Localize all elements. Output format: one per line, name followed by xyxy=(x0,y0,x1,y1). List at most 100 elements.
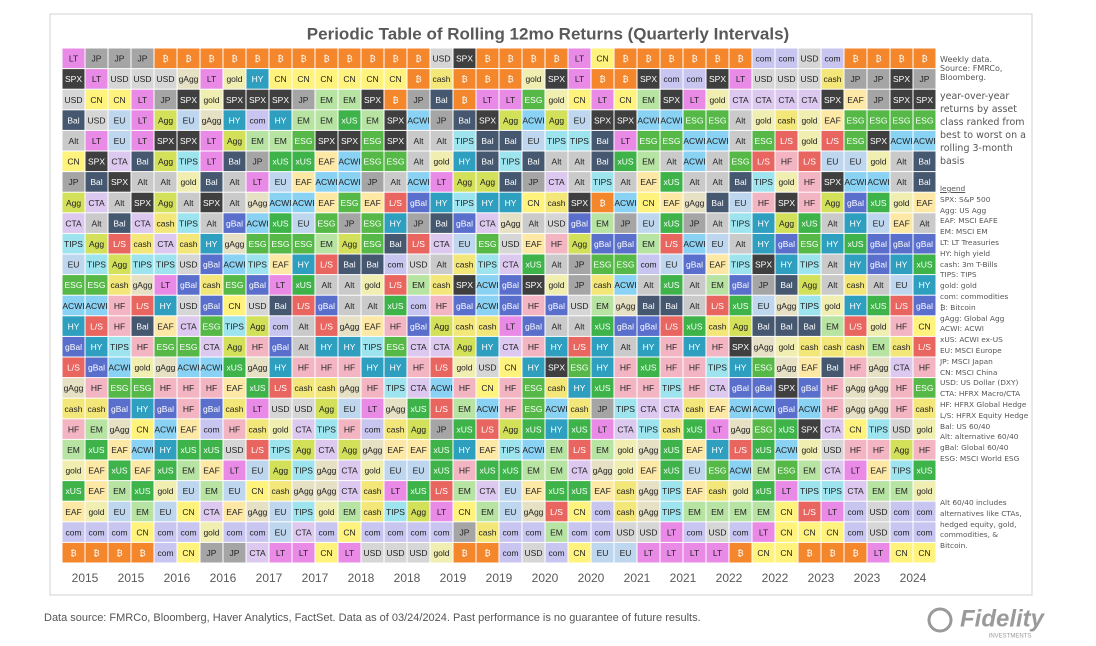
cell xyxy=(200,439,223,460)
cell-label: CN xyxy=(343,74,355,84)
cell-label: TIPS xyxy=(455,136,474,146)
cell-label: ESG xyxy=(318,218,336,228)
cell xyxy=(223,481,246,501)
cell-label: gAgg xyxy=(363,445,383,455)
cell-label: HY xyxy=(252,74,264,84)
cell xyxy=(522,419,545,439)
cell-label: EU xyxy=(298,218,310,228)
cell-label: ₿ xyxy=(231,54,237,64)
cell xyxy=(545,275,568,295)
cell-label: gAgg xyxy=(317,486,337,496)
cell-label: gAgg xyxy=(685,198,705,208)
cell xyxy=(499,172,522,192)
cell xyxy=(154,460,177,481)
cell xyxy=(844,275,867,295)
cell-label: Alt xyxy=(690,177,701,187)
cell xyxy=(338,192,361,213)
cell xyxy=(591,69,614,89)
cell xyxy=(223,172,246,192)
cell xyxy=(637,316,660,336)
cell xyxy=(62,481,85,501)
cell xyxy=(568,460,591,481)
cell-label: USD xyxy=(111,74,129,84)
cell-label: EU xyxy=(896,280,908,290)
cell xyxy=(407,192,430,213)
cell-label: Agg xyxy=(227,342,242,352)
cell-label: ACWI xyxy=(430,383,452,393)
cell-label: gBal xyxy=(801,383,818,393)
cell xyxy=(407,172,430,192)
cell xyxy=(913,213,936,233)
cell-label: gBal xyxy=(617,239,634,249)
cell xyxy=(913,439,936,460)
cell-label: Alt xyxy=(69,136,80,146)
cell xyxy=(752,357,775,378)
cell-label: EU xyxy=(574,115,586,125)
cell xyxy=(62,151,85,172)
cell-label: com xyxy=(318,527,334,537)
cell xyxy=(545,110,568,130)
cell xyxy=(637,439,660,460)
cell xyxy=(844,213,867,233)
cell-label: ₿ xyxy=(829,548,835,558)
cell xyxy=(269,110,292,130)
cell-label: xUS xyxy=(341,115,357,125)
cell xyxy=(729,316,752,336)
cell-label: HF xyxy=(413,363,424,373)
cell xyxy=(821,254,844,275)
cell xyxy=(430,419,453,439)
cell xyxy=(890,522,913,542)
cell-label: gBal xyxy=(594,239,611,249)
cell-label: TIPS xyxy=(823,486,842,496)
cell-label: L/S xyxy=(918,342,931,352)
cell-label: gold xyxy=(88,507,104,517)
cell xyxy=(338,172,361,192)
cell-label: L/S xyxy=(251,445,264,455)
cell-label: EAF xyxy=(686,445,703,455)
cell xyxy=(246,254,269,275)
cell-label: HY xyxy=(597,363,609,373)
cell xyxy=(499,130,522,151)
cell-label: gAgg xyxy=(294,486,314,496)
cell-label: ESG xyxy=(617,260,635,270)
cell-label: EAF xyxy=(709,260,726,270)
cell-label: ESG xyxy=(226,280,244,290)
cell-label: ₿ xyxy=(323,54,329,64)
cell-label: HF xyxy=(183,404,194,414)
cell-label: TIPS xyxy=(133,260,152,270)
cell xyxy=(706,522,729,542)
cell xyxy=(476,233,499,254)
cell-label: CN xyxy=(113,95,125,105)
cell xyxy=(269,89,292,110)
cell xyxy=(430,213,453,233)
x-tick-label: 2015 xyxy=(118,571,145,585)
cell-label: USD xyxy=(801,54,819,64)
cell-label: LT xyxy=(253,177,262,187)
cell-label: L/S xyxy=(389,198,402,208)
cell xyxy=(338,69,361,89)
cell-label: EU xyxy=(827,157,839,167)
cell xyxy=(637,130,660,151)
cell-label: HF xyxy=(436,301,447,311)
cell-label: ₿ xyxy=(392,95,398,105)
cell-label: cash xyxy=(456,321,474,331)
cell-label: CN xyxy=(527,198,539,208)
cell-label: Alt xyxy=(345,280,356,290)
cell-label: ACWI xyxy=(85,301,107,311)
cell xyxy=(315,48,338,69)
cell xyxy=(292,233,315,254)
cell-label: xUS xyxy=(663,466,679,476)
cell xyxy=(798,398,821,419)
cell-label: Agg xyxy=(158,115,173,125)
cell-label: gAgg xyxy=(869,363,889,373)
cell-label: CN xyxy=(251,486,263,496)
cell-label: Agg xyxy=(342,239,357,249)
cell-label: L/S xyxy=(67,363,80,373)
cell xyxy=(315,295,338,316)
cell xyxy=(430,501,453,522)
cell-label: gBal xyxy=(893,239,910,249)
cell-label: ₿ xyxy=(714,54,720,64)
cell xyxy=(223,275,246,295)
cell-label: EM xyxy=(711,280,724,290)
cell-label: ₿ xyxy=(484,54,490,64)
